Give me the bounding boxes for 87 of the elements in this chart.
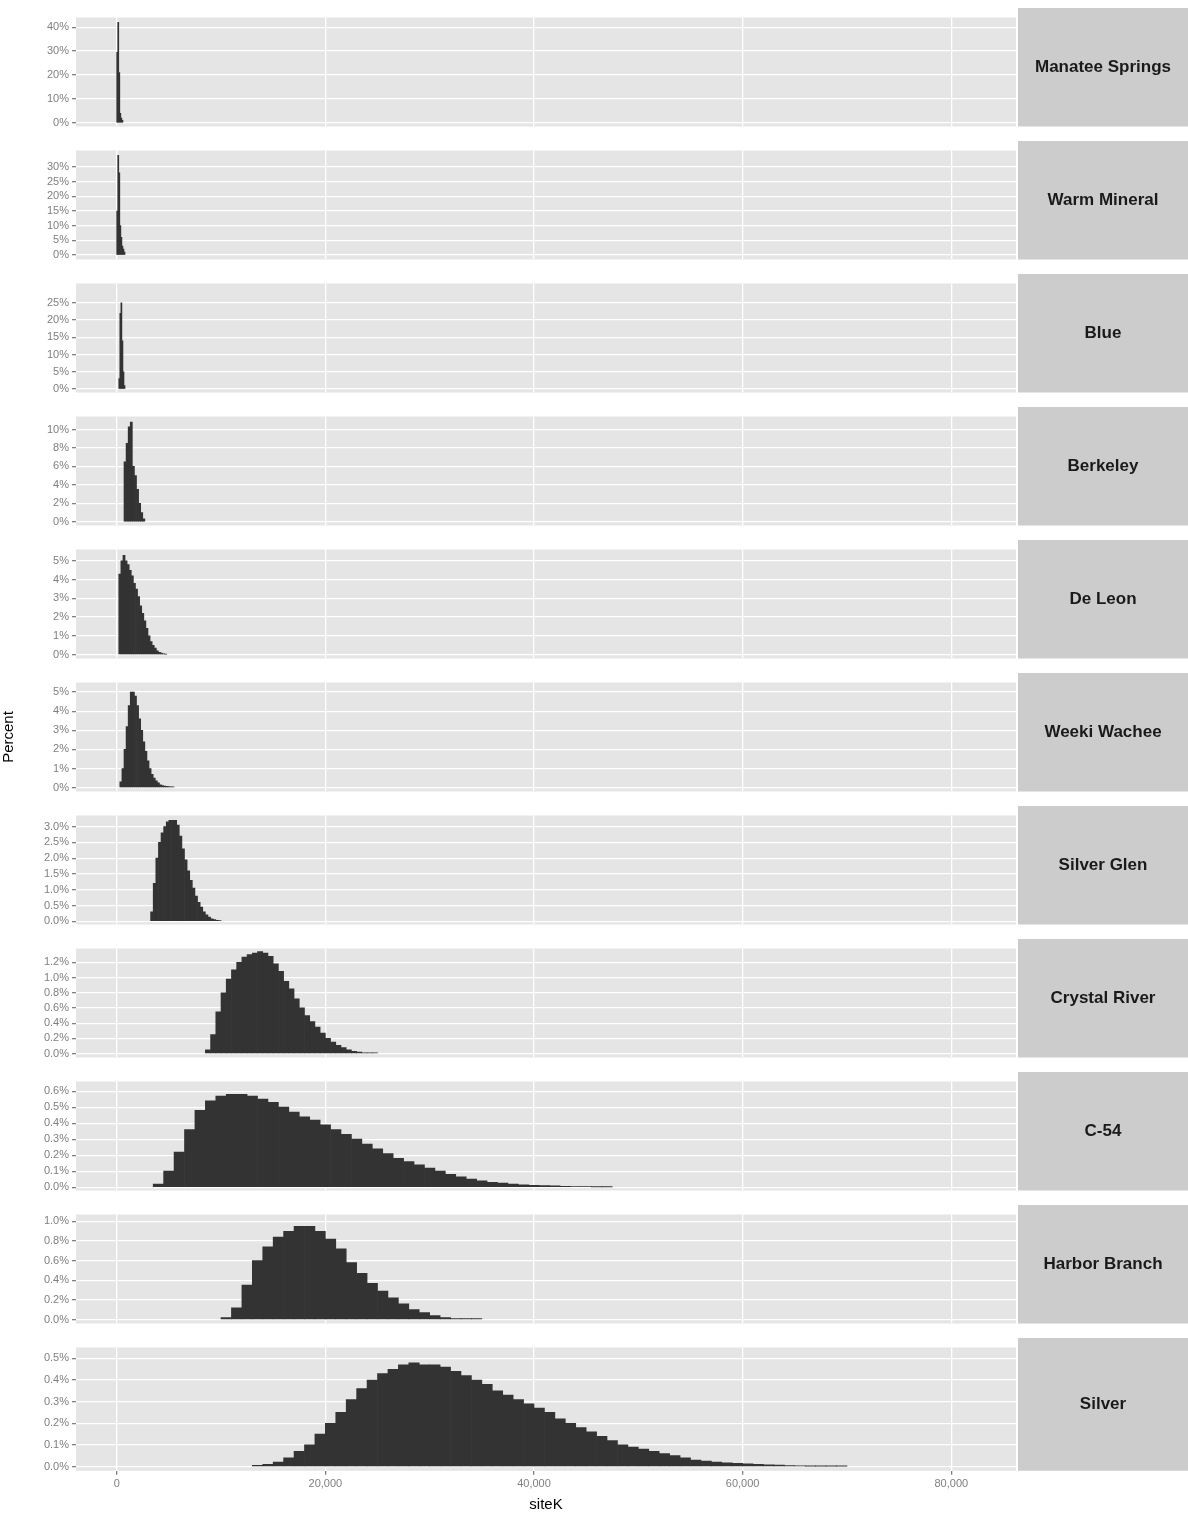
y-tick-label: 0.0% — [43, 1180, 70, 1193]
y-tick-label: 3.0% — [43, 819, 70, 832]
y-tick-label: 5% — [53, 553, 70, 566]
y-tick-label: 10% — [46, 422, 70, 435]
y-tick-label: 2% — [53, 610, 70, 623]
y-tick-label: 2% — [53, 496, 70, 509]
y-tick-label: 0.4% — [43, 1016, 70, 1029]
text: Silver — [1079, 1394, 1127, 1414]
text: Warm Mineral — [1047, 189, 1159, 209]
y-tick-label: 20% — [46, 189, 70, 202]
y-tick-label: 4% — [53, 704, 70, 717]
y-tick-label: 15% — [46, 330, 70, 343]
y-tick-label: 3% — [53, 723, 70, 736]
y-tick-label: 1% — [53, 628, 70, 641]
y-tick-label: 0% — [53, 647, 70, 660]
y-tick-label: 1.5% — [43, 866, 70, 879]
y-tick-label: 0.4% — [43, 1116, 70, 1129]
y-tick-label: 4% — [53, 477, 70, 490]
y-tick-label: 0.2% — [43, 1416, 70, 1429]
x-tick-label: 0 — [113, 1477, 120, 1490]
y-tick-label: 0.0% — [43, 914, 70, 927]
x-axis-title: siteK — [529, 1495, 563, 1513]
y-tick-label: 0% — [53, 248, 70, 261]
y-tick-label: 2.0% — [43, 851, 70, 864]
y-tick-label: 0.8% — [43, 1234, 70, 1247]
y-tick-label: 10% — [46, 347, 70, 360]
y-tick-label: 0.0% — [43, 1312, 70, 1325]
text: Weeki Wachee — [1044, 721, 1162, 741]
y-tick-label: 0.6% — [43, 1253, 70, 1266]
y-tick-label: 5% — [53, 233, 70, 246]
y-tick-label: 0% — [53, 780, 70, 793]
y-tick-label: 8% — [53, 440, 70, 453]
y-tick-label: 25% — [46, 295, 70, 308]
text: Harbor Branch — [1043, 1253, 1163, 1273]
y-tick-label: 25% — [46, 174, 70, 187]
text: Blue — [1084, 322, 1122, 342]
text: De Leon — [1069, 588, 1137, 608]
y-tick-label: 0% — [53, 381, 70, 394]
y-tick-label: 0.5% — [43, 898, 70, 911]
text: Manatee Springs — [1034, 56, 1172, 76]
y-tick-label: 0.1% — [43, 1437, 70, 1450]
y-tick-label: 0.0% — [43, 1046, 70, 1059]
y-tick-label: 1% — [53, 761, 70, 774]
y-tick-label: 0.1% — [43, 1164, 70, 1177]
y-tick-label: 5% — [53, 685, 70, 698]
y-tick-label: 0.2% — [43, 1292, 70, 1305]
y-tick-label: 2.5% — [43, 835, 70, 848]
y-tick-label: 0.2% — [43, 1031, 70, 1044]
y-tick-label: 1.2% — [43, 955, 70, 968]
y-tick-label: 0.0% — [43, 1459, 70, 1472]
y-tick-label: 1.0% — [43, 882, 70, 895]
y-tick-label: 40% — [46, 20, 70, 33]
y-tick-label: 0.5% — [43, 1351, 70, 1364]
y-tick-label: 30% — [46, 44, 70, 57]
y-axis-title: Percent — [0, 710, 17, 763]
y-tick-label: 30% — [46, 160, 70, 173]
y-tick-label: 0.4% — [43, 1373, 70, 1386]
text: C-54 — [1084, 1120, 1122, 1140]
x-tick-label: 20,000 — [308, 1477, 343, 1490]
y-tick-label: 5% — [53, 364, 70, 377]
x-tick-label: 80,000 — [934, 1477, 969, 1490]
y-tick-label: 0.4% — [43, 1273, 70, 1286]
y-tick-label: 10% — [46, 91, 70, 104]
y-tick-label: 2% — [53, 742, 70, 755]
y-tick-label: 0.6% — [43, 1084, 70, 1097]
y-tick-label: 0% — [53, 514, 70, 527]
y-tick-label: 1.0% — [43, 1214, 70, 1227]
text: Crystal River — [1050, 987, 1156, 1007]
y-tick-label: 0.3% — [43, 1132, 70, 1145]
x-tick-label: 60,000 — [725, 1477, 760, 1490]
x-tick-label: 40,000 — [517, 1477, 551, 1490]
y-tick-label: 0.8% — [43, 985, 70, 998]
y-tick-label: 20% — [46, 68, 70, 81]
y-tick-label: 10% — [46, 218, 70, 231]
y-tick-label: 1.0% — [43, 970, 70, 983]
y-tick-label: 20% — [46, 313, 70, 326]
y-tick-label: 0.6% — [43, 1000, 70, 1013]
y-tick-label: 0.2% — [43, 1148, 70, 1161]
y-tick-label: 15% — [46, 204, 70, 217]
y-tick-label: 0% — [53, 115, 70, 128]
text: Silver Glen — [1058, 854, 1148, 874]
y-tick-label: 6% — [53, 459, 70, 472]
text: Berkeley — [1067, 455, 1139, 475]
y-tick-label: 0.5% — [43, 1100, 70, 1113]
y-tick-label: 0.3% — [43, 1394, 70, 1407]
y-tick-label: 4% — [53, 572, 70, 585]
y-tick-label: 3% — [53, 591, 70, 604]
